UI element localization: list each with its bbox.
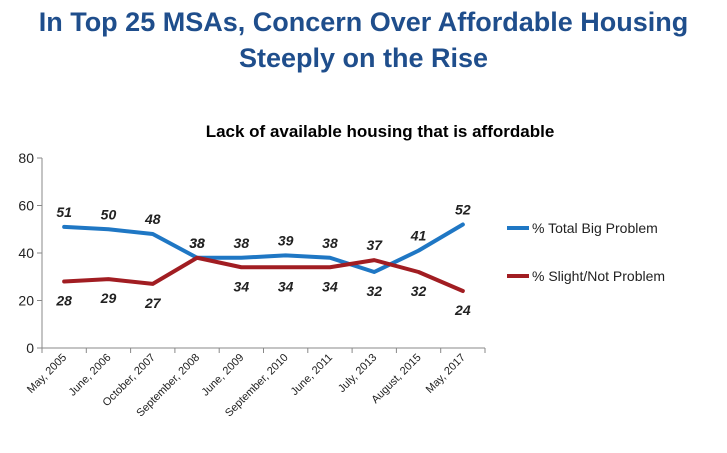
legend: % Total Big Problem % Slight/Not Problem (507, 220, 665, 284)
data-label: 34 (322, 278, 338, 294)
data-label: 38 (189, 235, 205, 251)
data-label: 34 (278, 278, 294, 294)
y-tick-label: 80 (18, 150, 34, 166)
data-label: 24 (454, 302, 471, 318)
data-label: 34 (234, 278, 250, 294)
series-line-1 (62, 222, 465, 274)
y-tick-label: 60 (18, 198, 34, 214)
y-tick-label: 40 (18, 245, 34, 261)
legend-entry: % Slight/Not Problem (532, 268, 665, 284)
data-label: 41 (410, 228, 427, 244)
data-label: 38 (322, 235, 338, 251)
x-tick-label: May, 2005 (25, 352, 69, 396)
data-label: 29 (100, 290, 117, 306)
x-tick-label: July, 2013 (336, 352, 379, 395)
data-label: 27 (144, 295, 162, 311)
series-line-2 (62, 255, 465, 293)
y-tick-label: 0 (26, 340, 34, 356)
x-tick-label: June, 2009 (199, 352, 246, 399)
data-label: 39 (278, 232, 294, 248)
data-label: 38 (234, 235, 250, 251)
x-tick-label: June, 2011 (289, 352, 335, 398)
data-label: 48 (144, 211, 161, 227)
data-label: 28 (55, 293, 72, 309)
data-label: 37 (366, 237, 383, 253)
data-label: 38 (189, 235, 205, 251)
data-label: 52 (455, 202, 471, 218)
page-title: In Top 25 MSAs, Concern Over Affordable … (0, 4, 727, 76)
y-tick-label: 20 (18, 293, 34, 309)
title-line-1: In Top 25 MSAs, Concern Over Affordable … (38, 7, 689, 37)
x-tick-label: June, 2006 (67, 352, 114, 399)
data-label: 51 (56, 204, 72, 220)
x-tick-label: May, 2017 (424, 352, 468, 396)
data-label: 32 (411, 283, 427, 299)
series-lines (62, 222, 465, 293)
chart-title: Lack of available housing that is afford… (206, 122, 555, 141)
data-label: 50 (101, 206, 117, 222)
data-label: 32 (366, 283, 382, 299)
legend-entry: % Total Big Problem (532, 220, 658, 236)
title-line-2: Steeply on the Rise (238, 43, 489, 73)
